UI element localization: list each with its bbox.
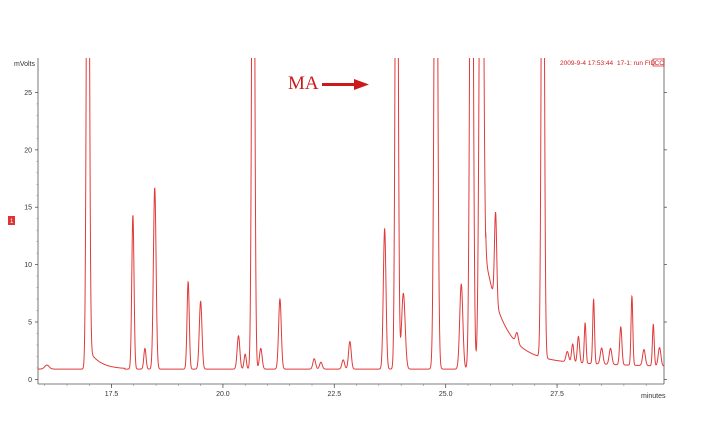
side-marker[interactable] bbox=[8, 216, 15, 225]
y-axis-label: mVolts bbox=[14, 61, 36, 68]
x-axis-label: minutes bbox=[641, 393, 666, 400]
y-axis: 0 5 10 15 20 25 bbox=[24, 58, 39, 384]
y-tick-label: 0 bbox=[28, 377, 32, 384]
header-run-label: 17-1: run FID bbox=[617, 60, 656, 67]
x-tick-label: 27.5 bbox=[550, 391, 564, 398]
y-tick-label: 5 bbox=[28, 320, 32, 327]
header-box[interactable] bbox=[652, 58, 665, 67]
y-tick-label: 25 bbox=[24, 90, 32, 97]
ma-annotation: MA bbox=[288, 73, 369, 94]
y-tick-label: 15 bbox=[24, 205, 32, 212]
x-axis: 17.5 20.0 22.5 25.0 27.5 bbox=[38, 383, 664, 398]
chromatogram-trace bbox=[38, 58, 664, 370]
y-tick-label: 10 bbox=[24, 262, 32, 269]
side-marker-label: 1 bbox=[10, 219, 14, 225]
right-axis bbox=[663, 58, 667, 384]
ma-annotation-label: MA bbox=[288, 73, 319, 94]
x-tick-label: 17.5 bbox=[105, 391, 119, 398]
header-box-label: CC bbox=[655, 60, 665, 67]
header-timestamp: 2009-9-4 17:53:44 bbox=[560, 60, 614, 67]
ma-arrow-head bbox=[354, 79, 369, 90]
x-tick-label: 20.0 bbox=[216, 391, 230, 398]
x-tick-label: 22.5 bbox=[327, 391, 341, 398]
y-tick-label: 20 bbox=[24, 147, 32, 154]
x-tick-label: 25.0 bbox=[439, 391, 453, 398]
